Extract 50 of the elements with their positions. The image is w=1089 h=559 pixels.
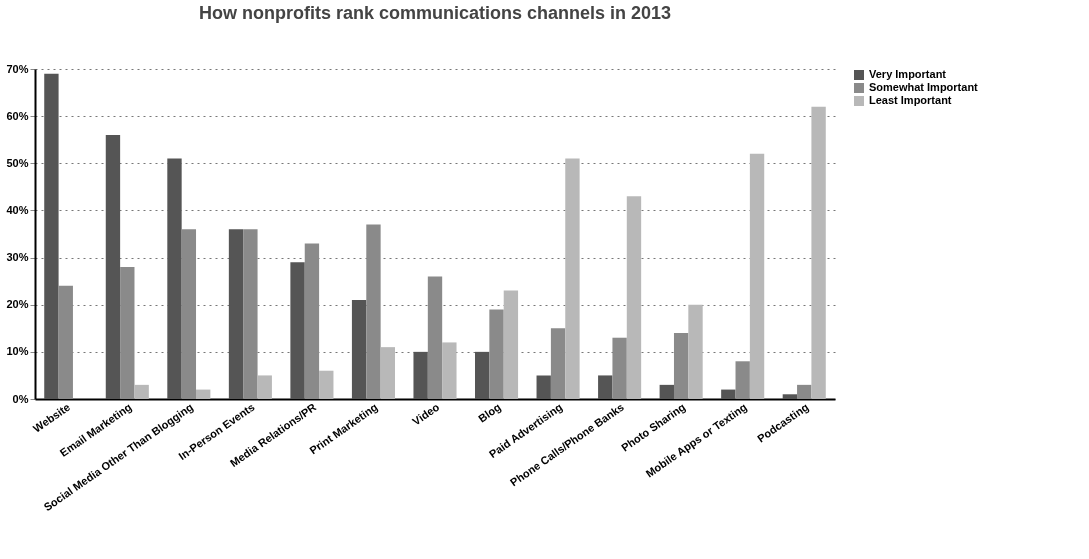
- bar: [228, 229, 244, 399]
- y-tick-label: 50%: [6, 156, 29, 169]
- y-tick-label: 40%: [6, 203, 29, 216]
- legend-label: Somewhat Important: [869, 81, 979, 93]
- bar: [475, 351, 490, 399]
- bar: [749, 153, 765, 399]
- bar: [58, 285, 73, 399]
- y-tick-label: 70%: [6, 62, 29, 75]
- bar: [503, 290, 519, 399]
- y-tick-label: 0%: [12, 392, 29, 405]
- bar: [290, 262, 305, 399]
- bar: [257, 375, 272, 399]
- bar: [659, 384, 674, 399]
- bar: [105, 135, 121, 399]
- bar: [673, 333, 689, 399]
- bar: [167, 158, 182, 399]
- bar: [565, 158, 580, 399]
- bar: [319, 370, 334, 399]
- bar: [44, 73, 59, 399]
- bar: [120, 267, 135, 399]
- y-tick-label: 30%: [6, 251, 29, 264]
- bar: [797, 384, 812, 399]
- bar: [181, 229, 197, 399]
- bar: [442, 342, 457, 399]
- bar: [536, 375, 551, 399]
- bar: [811, 106, 826, 399]
- bar: [688, 304, 703, 399]
- bar: [366, 224, 381, 399]
- bar: [721, 389, 736, 399]
- bar: [612, 337, 627, 399]
- bar: [196, 389, 211, 399]
- y-tick-label: 20%: [6, 298, 29, 311]
- chart-title: How nonprofits rank communications channels in 2013: [198, 3, 672, 23]
- bar: [598, 375, 613, 399]
- bar: [134, 384, 149, 399]
- legend-label: Very Important: [869, 68, 947, 80]
- bar: [489, 309, 504, 399]
- bar: [550, 328, 566, 399]
- y-tick-label: 10%: [6, 345, 29, 358]
- bar: [626, 196, 642, 399]
- bar: [735, 361, 750, 399]
- legend-label: Least Important: [869, 94, 952, 106]
- bar: [304, 243, 320, 399]
- bar: [782, 394, 798, 399]
- bar: [427, 276, 443, 399]
- bar: [351, 300, 367, 399]
- bar: [413, 351, 428, 399]
- y-tick-label: 60%: [6, 109, 29, 122]
- bar: [243, 229, 258, 399]
- bar: [380, 347, 395, 399]
